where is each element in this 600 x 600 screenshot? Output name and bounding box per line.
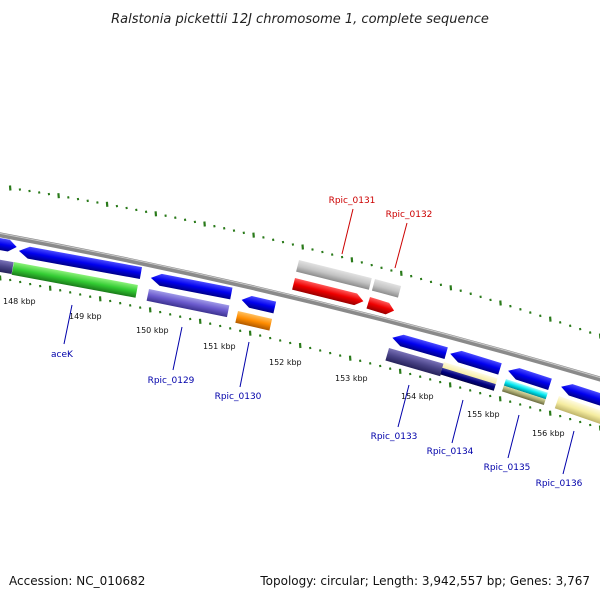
- scale-label: 152 kbp: [269, 358, 302, 367]
- feature-block-rpic-0135: [501, 379, 548, 405]
- feature-block-rpic-0131: [296, 260, 372, 290]
- gene-arrow-rpic-0131[interactable]: [292, 278, 365, 307]
- gene-arrow-left-edge[interactable]: [0, 234, 18, 253]
- gene-arrow-rpic-0130[interactable]: [240, 294, 277, 314]
- gene-label-rpic-0135[interactable]: Rpic_0135: [484, 463, 531, 473]
- scale-label: 155 kbp: [467, 410, 500, 419]
- leader-line-rpic-0134: [451, 399, 464, 444]
- leader-line-rpic-0135: [507, 414, 520, 459]
- accession-text: Accession: NC_010682: [9, 574, 145, 588]
- scale-labels: 148 kbp 149 kbp 150 kbp 151 kbp 152 kbp …: [3, 297, 565, 438]
- scale-label: 154 kbp: [401, 392, 434, 401]
- leader-line-acek: [63, 304, 73, 345]
- gene-label-rpic-0134[interactable]: Rpic_0134: [427, 447, 474, 457]
- gene-label-rpic-0132[interactable]: Rpic_0132: [386, 210, 433, 220]
- lower-scale-ring: [0, 275, 600, 431]
- map-title: Ralstonia pickettii 12J chromosome 1, co…: [111, 12, 489, 27]
- gene-labels: aceK Rpic_0129 Rpic_0130 Rpic_0131 Rpic_…: [51, 196, 583, 489]
- leader-line-rpic-0130: [239, 341, 250, 388]
- gene-arrow-rpic-0132[interactable]: [366, 297, 395, 316]
- gene-label-rpic-0136[interactable]: Rpic_0136: [536, 479, 583, 489]
- gene-label-acek[interactable]: aceK: [51, 350, 74, 360]
- scale-label: 153 kbp: [335, 374, 368, 383]
- leader-line-rpic-0131: [341, 208, 354, 255]
- upper-scale-ring: [8, 185, 600, 339]
- scale-label: 151 kbp: [203, 342, 236, 351]
- feature-track: [0, 234, 600, 426]
- scale-label: 150 kbp: [136, 326, 169, 335]
- leader-lines: [63, 208, 575, 475]
- gene-label-rpic-0130[interactable]: Rpic_0130: [215, 392, 262, 402]
- gene-label-rpic-0133[interactable]: Rpic_0133: [371, 432, 418, 442]
- feature-block-rpic-0136: [554, 396, 600, 426]
- scale-label: 149 kbp: [69, 312, 102, 321]
- scale-label: 156 kbp: [532, 429, 565, 438]
- gene-arrow-rpic-0134[interactable]: [448, 348, 502, 375]
- leader-line-rpic-0136: [562, 430, 575, 475]
- sequence-backbone: [0, 232, 600, 382]
- feature-block-acek: [11, 262, 138, 298]
- gene-arrow-acek[interactable]: [18, 245, 143, 279]
- gene-label-rpic-0131[interactable]: Rpic_0131: [329, 196, 376, 206]
- gene-arrow-rpic-0135[interactable]: [506, 365, 552, 391]
- feature-block-rpic-0133: [385, 348, 444, 377]
- feature-block-rpic-0134: [440, 362, 498, 391]
- feature-block-rpic-0130: [235, 311, 273, 331]
- leader-line-rpic-0133: [397, 384, 410, 428]
- genome-summary-text: Topology: circular; Length: 3,942,557 bp…: [259, 574, 590, 588]
- gene-arrow-rpic-0129[interactable]: [150, 272, 233, 300]
- leader-line-rpic-0132: [394, 222, 408, 269]
- gene-arrow-rpic-0133[interactable]: [391, 332, 448, 359]
- leader-line-rpic-0129: [172, 326, 183, 371]
- feature-block-rpic-0132: [371, 279, 402, 298]
- gene-label-rpic-0129[interactable]: Rpic_0129: [148, 376, 195, 386]
- feature-block-left-edge: [0, 258, 14, 274]
- scale-label: 148 kbp: [3, 297, 36, 306]
- feature-block-rpic-0129: [146, 289, 230, 318]
